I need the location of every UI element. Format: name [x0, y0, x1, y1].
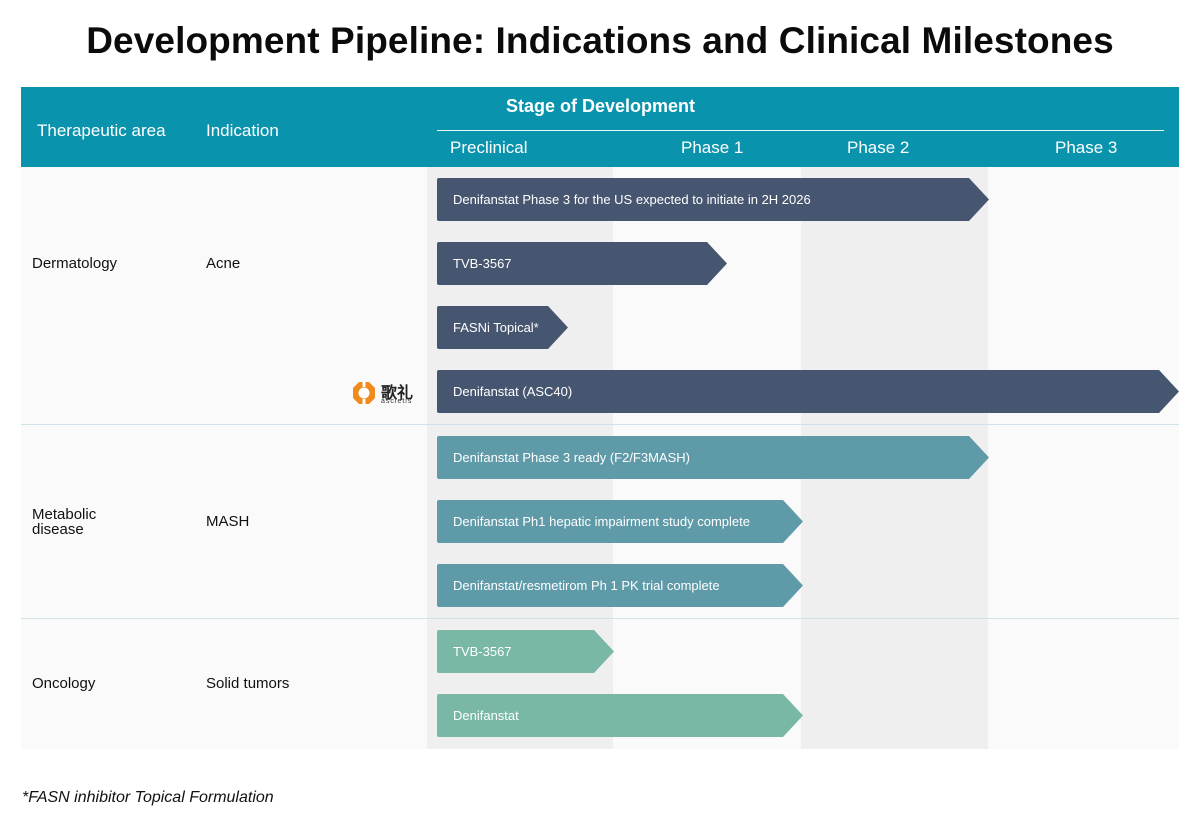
program-bar: FASNi Topical* [437, 306, 568, 349]
bar-arrow-shape [437, 694, 803, 737]
program-bar: TVB-3567 [437, 242, 727, 285]
row-divider [21, 424, 1179, 425]
logo-chinese-text: 歌礼 [381, 383, 414, 402]
ascletis-logo-icon [353, 382, 375, 404]
bar-arrow-shape [437, 370, 1179, 413]
bar-arrow-shape [437, 178, 989, 221]
phase-header-phase-2: Phase 2 [847, 138, 910, 157]
program-label: TVB-3567 [453, 644, 512, 659]
program-label: FASNi Topical* [453, 320, 539, 335]
area-dermatology: Dermatology [32, 255, 118, 272]
stage-of-development-header: Stage of Development [505, 96, 696, 116]
footnote: *FASN inhibitor Topical Formulation [22, 789, 274, 806]
phase-header-preclinical: Preclinical [450, 138, 528, 157]
table-header: Therapeutic area Indication Stage of Dev… [21, 87, 1179, 167]
row-divider [21, 618, 1179, 619]
pipeline-table: Therapeutic area Indication Stage of Dev… [21, 87, 1179, 749]
program-label: Denifanstat (ASC40) [453, 384, 573, 399]
area-metabolic-disease: Metabolic disease [32, 506, 97, 538]
indication-solid-tumors: Solid tumors [206, 675, 290, 692]
bar-arrow-shape [437, 306, 568, 349]
program-bar: Denifanstat Phase 3 ready (F2/F3MASH) [437, 436, 989, 479]
program-bar: Denifanstat (ASC40) [437, 370, 1179, 413]
program-label: Denifanstat Phase 3 ready (F2/F3MASH) [453, 450, 690, 465]
program-bar: Denifanstat Phase 3 for the US expected … [437, 178, 989, 221]
page-title: Development Pipeline: Indications and Cl… [86, 20, 1114, 61]
program-label: Denifanstat [453, 708, 519, 723]
bar-arrow-shape [437, 564, 803, 607]
area-oncology: Oncology [32, 675, 96, 692]
program-bar: Denifanstat [437, 694, 803, 737]
program-label: Denifanstat Phase 3 for the US expected … [453, 192, 811, 207]
therapeutic-area-header: Therapeutic area [37, 121, 166, 140]
program-bar: TVB-3567 [437, 630, 614, 673]
bar-arrow-shape [437, 436, 989, 479]
program-label: TVB-3567 [453, 256, 512, 271]
logo-latin-text: ascletis [381, 398, 413, 405]
bar-arrow-shape [437, 500, 803, 543]
bar-arrow-shape [437, 630, 614, 673]
phase-header-phase-1: Phase 1 [681, 138, 744, 157]
indication-header: Indication [206, 121, 279, 140]
program-label: Denifanstat Ph1 hepatic impairment study… [453, 514, 750, 529]
bar-arrow-shape [437, 242, 727, 285]
phase-header-phase-3: Phase 3 [1055, 138, 1118, 157]
program-bar: Denifanstat Ph1 hepatic impairment study… [437, 500, 803, 543]
program-bar: Denifanstat/resmetirom Ph 1 PK trial com… [437, 564, 803, 607]
ascletis-logo: 歌礼 ascletis [351, 379, 421, 407]
program-label: Denifanstat/resmetirom Ph 1 PK trial com… [453, 578, 720, 593]
indication-acne: Acne [206, 255, 241, 272]
indication-mash: MASH [206, 513, 250, 530]
header-divider [437, 130, 1164, 131]
